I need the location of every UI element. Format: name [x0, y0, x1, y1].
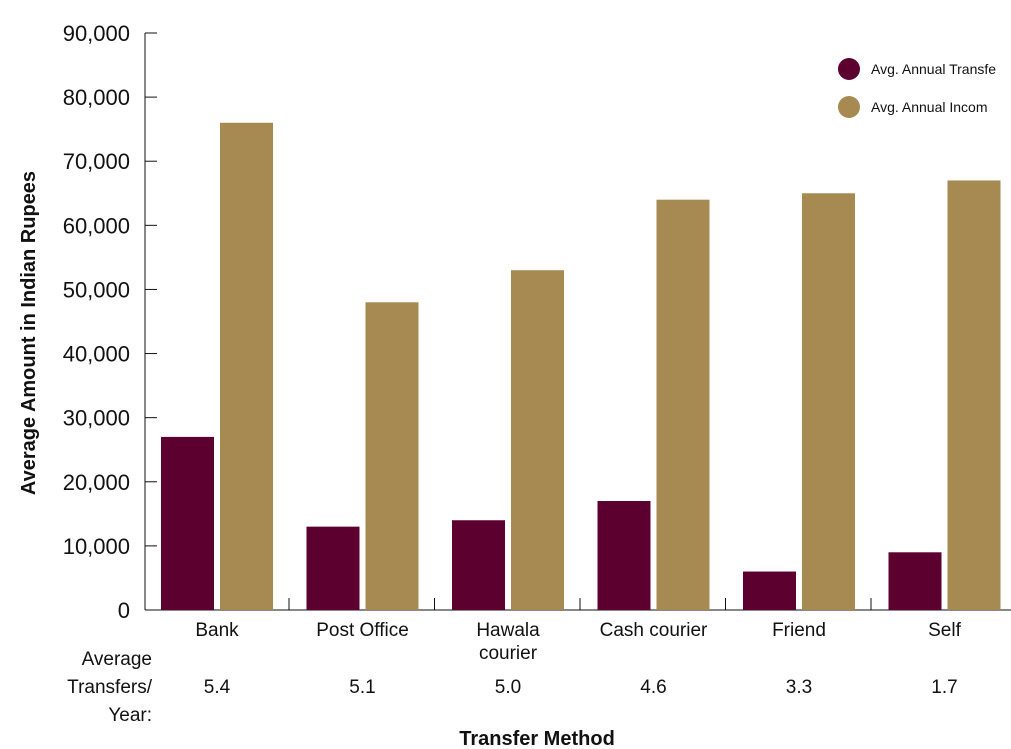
avg-transfers-value: 5.4 — [204, 677, 231, 698]
bar-annual-transfer — [888, 552, 942, 610]
avg-transfers-value: 3.3 — [786, 677, 812, 698]
legend-label: Avg. Annual Incom — [871, 99, 987, 115]
y-tick-label: 0 — [118, 598, 130, 623]
x-axis-title: Transfer Method — [459, 728, 615, 749]
avg-transfers-value: 5.0 — [495, 677, 521, 698]
category-label: Cash courier — [600, 620, 708, 641]
avg-transfers-value: 4.6 — [640, 677, 666, 698]
y-tick-label: 30,000 — [63, 406, 130, 431]
avg-transfers-value: 1.7 — [931, 677, 957, 698]
avg-transfers-row-label: Average — [82, 649, 152, 670]
y-tick-label: 10,000 — [63, 534, 130, 559]
y-tick-label: 20,000 — [63, 470, 130, 495]
bar-annual-income — [656, 199, 710, 610]
y-tick-label: 60,000 — [63, 213, 130, 238]
bar-annual-transfer — [743, 571, 796, 610]
bar-annual-income — [365, 302, 419, 610]
y-axis-title: Average Amount in Indian Rupees — [18, 171, 40, 495]
category-label: Post Office — [316, 620, 409, 641]
category-label: Self — [928, 620, 961, 641]
bar-annual-transfer — [597, 501, 651, 610]
legend-marker-income — [838, 96, 860, 118]
bar-annual-transfer — [161, 436, 214, 610]
y-tick-label: 70,000 — [63, 149, 130, 174]
bar-annual-transfer — [306, 526, 360, 610]
bar-annual-income — [220, 122, 273, 610]
category-label: Friend — [772, 620, 826, 641]
category-label: Hawala — [476, 620, 540, 641]
avg-transfers-value: 5.1 — [349, 677, 375, 698]
avg-transfers-row-label: Year: — [108, 705, 152, 726]
avg-transfers-row-label: Transfers/ — [67, 677, 153, 698]
bar-annual-income — [511, 270, 564, 610]
y-tick-label: 80,000 — [63, 85, 130, 110]
category-label: Bank — [195, 620, 239, 641]
bar-annual-transfer — [452, 520, 505, 610]
y-tick-label: 40,000 — [63, 342, 130, 367]
legend-label: Avg. Annual Transfe — [871, 61, 996, 77]
category-label: courier — [479, 643, 538, 664]
y-tick-label: 50,000 — [63, 277, 130, 302]
bar-annual-income — [947, 180, 1001, 610]
y-tick-label: 90,000 — [63, 21, 130, 46]
bar-annual-income — [802, 193, 855, 610]
legend-marker-transfer — [838, 58, 860, 80]
